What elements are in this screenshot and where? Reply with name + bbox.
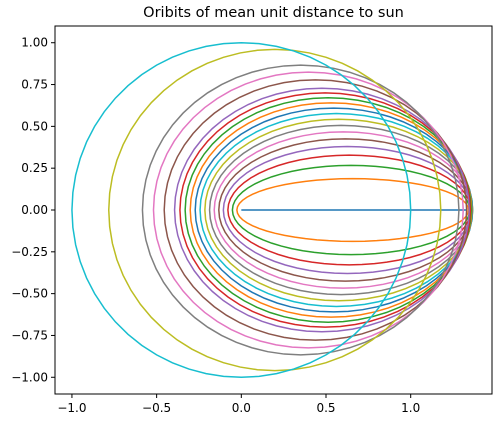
x-tick-label: −0.5 [142, 401, 171, 415]
y-tick-label: −0.50 [11, 287, 48, 301]
orbit-line-11 [194, 107, 474, 313]
orbit-line-13 [184, 97, 472, 323]
orbit-line-2 [236, 177, 470, 243]
orbit-line-12 [189, 102, 473, 318]
y-tick-label: −0.25 [11, 245, 48, 259]
orbit-line-4 [227, 154, 472, 266]
orbit-line-8 [208, 124, 474, 296]
x-tick-label: 1.0 [401, 401, 420, 415]
orbit-line-20 [71, 41, 412, 379]
x-tick-label: 0.5 [316, 401, 335, 415]
orbit-line-18 [141, 64, 460, 356]
series-layer [71, 41, 474, 379]
orbit-line-6 [218, 138, 473, 282]
y-tick-label: 0.00 [21, 203, 48, 217]
y-tick-label: −1.00 [11, 370, 48, 384]
y-tick-label: 1.00 [21, 36, 48, 50]
orbit-line-9 [204, 118, 474, 302]
x-tick-label: 0.0 [232, 401, 251, 415]
x-tick-label: −1.0 [57, 401, 86, 415]
orbit-line-19 [108, 48, 442, 372]
orbit-line-7 [213, 131, 474, 289]
x-axis: −1.0 −0.5 0.0 0.5 1.0 [57, 394, 420, 415]
chart-title: Oribits of mean unit distance to sun [143, 5, 404, 21]
y-tick-label: −0.75 [11, 328, 48, 342]
y-tick-label: 0.50 [21, 119, 48, 133]
y-tick-label: 0.25 [21, 161, 48, 175]
orbit-line-10 [199, 112, 474, 308]
y-axis: 1.00 0.75 0.50 0.25 0.00 −0.25 −0.50 −0.75 −1.00 [11, 36, 55, 384]
orbit-line-14 [179, 92, 472, 328]
orbit-line-16 [163, 79, 468, 341]
orbit-line-3 [231, 164, 471, 256]
orbit-line-15 [173, 87, 470, 333]
orbit-line-5 [222, 145, 473, 275]
y-tick-label: 0.75 [21, 78, 48, 92]
